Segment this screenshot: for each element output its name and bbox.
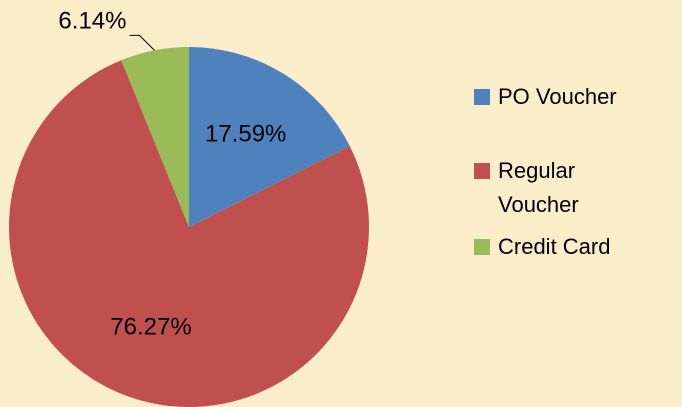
data-label: 6.14% [58,8,126,35]
legend-swatch [474,163,490,179]
legend-label: PO Voucher [498,84,617,109]
data-label: 76.27% [110,313,191,340]
legend-swatch [474,89,490,105]
data-label: 17.59% [205,120,286,147]
legend-item: Credit Card [474,230,679,264]
pie-slice [121,47,189,227]
legend-item: PO Voucher [474,80,679,114]
legend-label: Regular Voucher [498,158,579,217]
pie-slice [189,47,350,227]
leader-line [129,34,155,51]
legend-item: Regular Voucher [474,154,679,222]
legend: PO Voucher Regular Voucher Credit Card [474,80,679,272]
legend-swatch [474,239,490,255]
legend-label: Credit Card [498,234,611,259]
pie-slice [9,60,370,407]
